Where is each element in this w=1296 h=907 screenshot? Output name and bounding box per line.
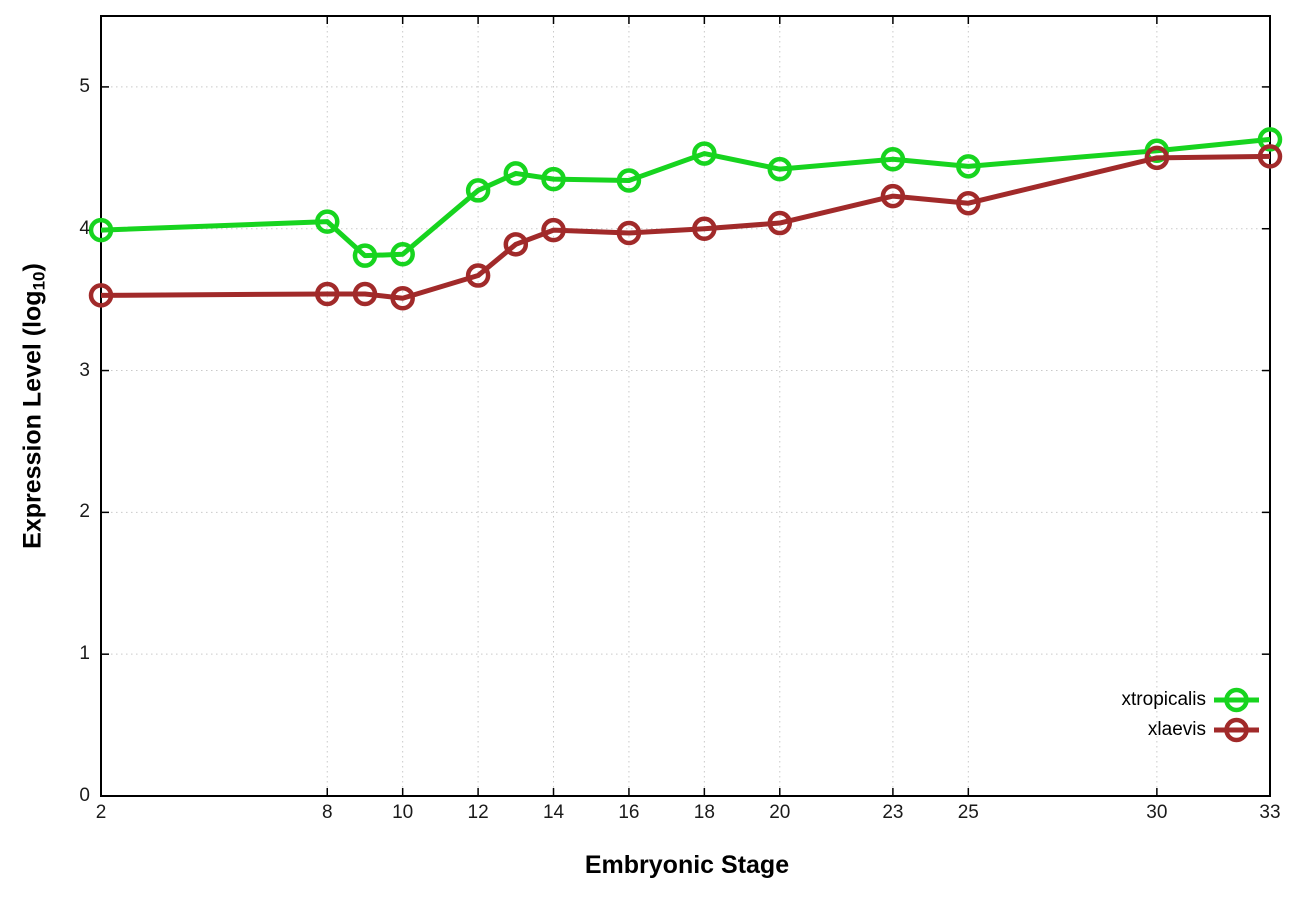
series-line-xtropicalis	[100, 136, 1271, 259]
legend-label-xlaevis: xlaevis	[1147, 719, 1206, 740]
data-point-xlaevis	[315, 281, 340, 307]
data-point-xtropicalis	[1144, 138, 1170, 163]
x-tick-label: 30	[1146, 802, 1168, 823]
x-tick-label: 20	[769, 802, 791, 823]
y-tick-label: 2	[79, 501, 90, 523]
data-point-xlaevis	[1144, 145, 1170, 171]
data-point-xtropicalis	[541, 166, 566, 192]
data-point-xtropicalis	[465, 178, 491, 203]
y-tick-label: 5	[79, 75, 90, 97]
data-point-xlaevis	[956, 190, 981, 216]
legend-label-xtropicalis: xtropicalis	[1121, 689, 1206, 710]
data-point-xtropicalis	[692, 141, 717, 166]
data-point-xtropicalis	[616, 168, 642, 193]
x-tick-label: 18	[693, 802, 715, 823]
data-point-xlaevis	[767, 210, 793, 236]
x-tick-label: 14	[542, 802, 565, 823]
plot-border	[100, 15, 1271, 797]
series-line-xlaevis	[100, 153, 1271, 301]
x-tick-label: 2	[95, 802, 107, 823]
x-tick-label: 33	[1259, 802, 1281, 823]
data-point-xtropicalis	[880, 146, 906, 172]
y-axis-title: Expression Level (log10)	[18, 263, 49, 549]
data-point-xtropicalis	[88, 217, 114, 243]
data-point-xtropicalis	[956, 154, 981, 179]
y-axis-title-main: Expression Level (log	[18, 290, 47, 549]
data-point-xlaevis	[692, 216, 717, 241]
y-tick-label: 0	[79, 785, 90, 806]
y-tick-label: 4	[79, 217, 90, 239]
data-point-xtropicalis	[352, 243, 378, 268]
x-axis-title: Embryonic Stage	[584, 851, 790, 879]
data-point-xtropicalis	[767, 156, 793, 182]
data-point-xlaevis	[616, 220, 642, 246]
data-point-xtropicalis	[503, 161, 529, 186]
y-tick-label: 3	[79, 359, 90, 381]
x-tick-label: 8	[321, 802, 333, 823]
y-axis-title-subscript: 10	[29, 271, 49, 291]
data-point-xlaevis	[390, 285, 415, 311]
data-point-xlaevis	[880, 183, 906, 209]
legend-marker-xlaevis	[1224, 717, 1249, 743]
x-tick-label: 12	[467, 802, 489, 823]
x-tick-label: 23	[882, 802, 904, 823]
data-point-xtropicalis	[390, 242, 415, 267]
data-point-xlaevis	[88, 283, 114, 308]
legend-marker-xtropicalis	[1224, 687, 1249, 713]
data-point-xlaevis	[352, 281, 378, 307]
data-point-xtropicalis	[315, 209, 340, 234]
y-tick-label: 1	[79, 643, 90, 665]
data-point-xlaevis	[1257, 144, 1283, 169]
x-tick-label: 25	[957, 802, 979, 823]
data-point-xtropicalis	[1257, 127, 1283, 152]
data-point-xlaevis	[465, 263, 491, 288]
y-axis-title-close: )	[18, 263, 47, 272]
data-point-xlaevis	[503, 232, 529, 257]
x-tick-label: 10	[392, 802, 414, 823]
x-tick-label: 16	[618, 802, 640, 823]
data-point-xlaevis	[541, 217, 566, 243]
